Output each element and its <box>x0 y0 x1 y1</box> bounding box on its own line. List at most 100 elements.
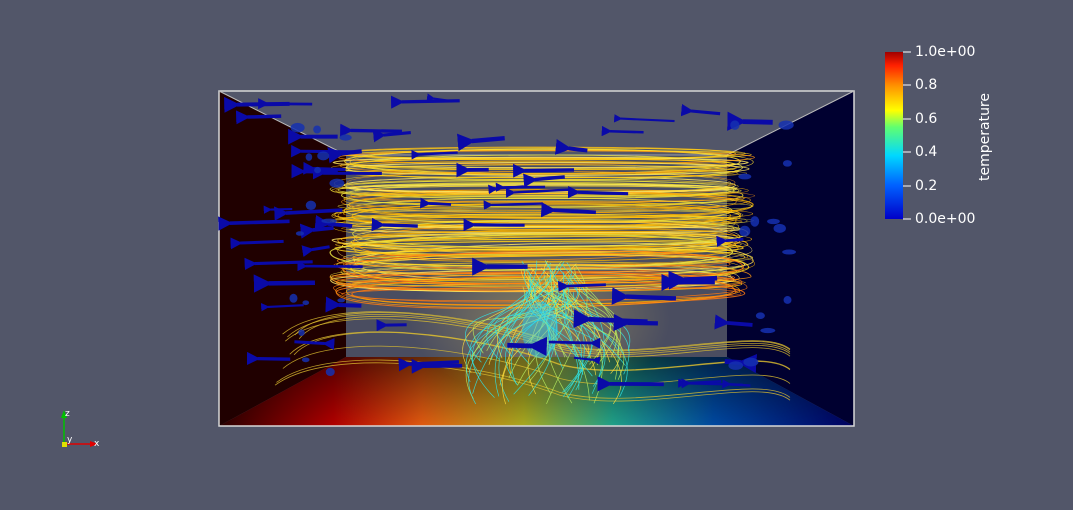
streamline <box>336 252 734 269</box>
plume-streamline <box>529 282 566 358</box>
velocity-glyph <box>294 338 335 351</box>
velocity-glyph <box>218 216 290 231</box>
velocity-glyph <box>230 237 284 250</box>
plume-streamline <box>521 261 582 397</box>
streamline <box>351 281 746 306</box>
streamline <box>335 272 743 292</box>
streamline <box>274 362 791 402</box>
velocity-glyph <box>613 114 675 123</box>
plume-streamline <box>471 275 547 398</box>
plume-streamline <box>547 297 573 404</box>
vortex-blob <box>738 173 752 180</box>
streamline <box>349 184 738 193</box>
vortex-blob <box>314 166 321 174</box>
velocity-glyph <box>301 245 330 258</box>
color-bar-ramp <box>885 52 903 219</box>
velocity-glyph <box>371 217 418 232</box>
vortex-blob <box>760 327 776 334</box>
streamline <box>350 168 748 178</box>
velocity-glyph <box>299 223 334 239</box>
plume-streamline <box>486 262 572 360</box>
color-bar <box>885 51 911 220</box>
plume-streamline <box>552 297 625 381</box>
streamline <box>353 235 739 263</box>
vortex-blob <box>290 122 305 133</box>
axis-label-x: x <box>94 439 100 449</box>
velocity-glyph <box>573 309 648 329</box>
plume-streamline <box>465 280 531 363</box>
vortex-blob <box>301 357 310 363</box>
vortex-blob <box>755 312 765 320</box>
velocity-glyph <box>680 103 721 117</box>
velocity-glyph <box>548 337 601 349</box>
vortex-blob <box>750 216 760 227</box>
plume-streamline <box>494 260 538 397</box>
plume-streamline <box>550 260 590 401</box>
streamline <box>343 147 746 160</box>
vortex-blob <box>782 249 796 255</box>
streamline <box>346 193 753 219</box>
vortex-blob <box>289 293 298 303</box>
axis-label-y: y <box>67 435 73 445</box>
domain-outline <box>218 90 855 427</box>
vortex-blob <box>317 151 330 161</box>
plume-streamline <box>472 261 565 394</box>
color-bar-tick-label: 0.6 <box>915 111 938 127</box>
velocity-glyph <box>419 197 452 209</box>
velocity-glyph <box>513 163 575 178</box>
color-bar-tick-label: 0.8 <box>915 77 938 93</box>
vortex-blob <box>329 178 345 188</box>
velocity-glyph <box>340 123 402 137</box>
plume-streamline <box>535 287 568 358</box>
velocity-glyph <box>274 206 343 221</box>
streamline <box>342 161 750 176</box>
velocity-glyph <box>314 214 353 231</box>
velocity-glyph <box>325 296 362 313</box>
axes-triad-icon: z y x <box>61 409 100 449</box>
velocity-glyph <box>327 147 362 164</box>
plume-streamline <box>510 279 557 385</box>
velocity-glyph <box>716 235 744 247</box>
streamline <box>282 345 791 385</box>
velocity-glyph <box>601 125 644 137</box>
velocity-glyph <box>235 110 282 125</box>
plume-streamline <box>498 271 532 402</box>
vortex-blob <box>782 160 792 167</box>
plume-streamline <box>526 298 606 387</box>
vortex-blob <box>305 200 317 210</box>
velocity-glyph <box>426 93 454 103</box>
streamline <box>335 272 735 308</box>
velocity-glyph <box>398 357 460 372</box>
velocity-glyph <box>540 202 596 218</box>
plume-streamline <box>471 283 571 360</box>
vortex-blob <box>295 231 305 236</box>
streamline <box>337 232 753 269</box>
vortex-blob <box>778 120 794 130</box>
streamline <box>343 248 753 267</box>
streamline <box>345 276 741 306</box>
vortex-blob <box>305 153 313 161</box>
vortex-blob <box>773 223 786 233</box>
color-bar-title: temperature <box>977 93 993 181</box>
axis-label-z: z <box>65 409 70 419</box>
vortex-blob <box>739 225 751 237</box>
vortex-blob <box>298 329 305 336</box>
color-bar-tick-label: 0.2 <box>915 178 938 194</box>
vortex-blob <box>767 218 780 225</box>
vortex-blob <box>313 125 321 134</box>
streamline <box>335 274 737 309</box>
streamline <box>350 189 755 203</box>
vortex-blob <box>321 218 337 224</box>
streamline <box>337 200 754 213</box>
streamline <box>285 318 791 358</box>
vortex-blob <box>783 296 792 304</box>
velocity-glyph <box>411 149 458 160</box>
vortex-blob <box>743 357 759 367</box>
plume-streamline <box>528 265 557 396</box>
vortex-blob <box>728 361 744 370</box>
streamline <box>349 148 754 176</box>
velocity-glyph <box>558 280 606 292</box>
streamline <box>343 206 754 222</box>
plume-core <box>522 302 558 358</box>
